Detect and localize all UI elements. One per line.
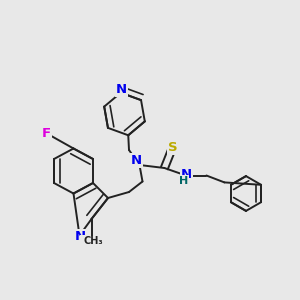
Text: N: N	[75, 230, 86, 243]
Text: F: F	[42, 127, 51, 140]
Text: S: S	[168, 141, 178, 154]
Text: H: H	[81, 236, 90, 246]
Text: N: N	[131, 154, 142, 167]
Text: CH₃: CH₃	[83, 236, 103, 247]
Text: N: N	[116, 83, 127, 96]
Text: H: H	[179, 176, 188, 186]
Text: N: N	[181, 167, 192, 181]
